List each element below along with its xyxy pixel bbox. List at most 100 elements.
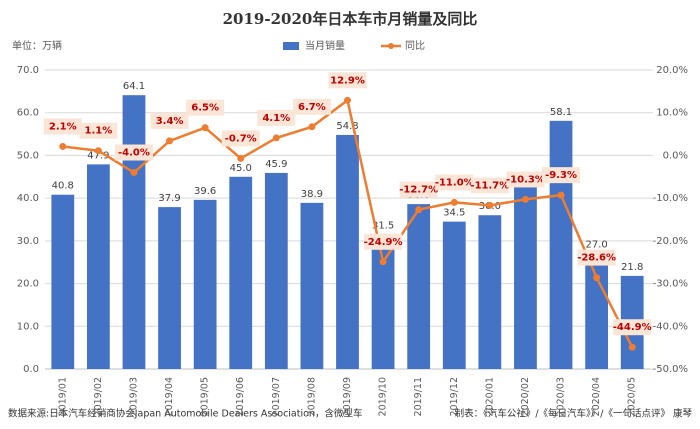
x-tick-label: 2019/01 (57, 377, 68, 416)
line-value-label: -10.3% (506, 174, 545, 185)
line-value-label: -11.0% (435, 177, 474, 188)
line-point (166, 137, 174, 145)
bar (51, 194, 75, 369)
y-tick-label: 0.0 (23, 364, 39, 375)
line-label-box (577, 249, 616, 266)
line-value-label: 6.5% (191, 103, 219, 114)
line-point (94, 147, 102, 155)
y-tick-label: 10.0 (17, 321, 39, 332)
bar (300, 202, 324, 369)
x-tick-label: 2019/08 (306, 377, 317, 416)
line-point (237, 154, 245, 162)
y2-tick-label: 20.0% (656, 65, 688, 76)
line-point (201, 124, 209, 132)
line-label-box (328, 72, 367, 89)
x-tick-label: 2019/03 (128, 377, 139, 416)
line-label-box (506, 171, 545, 188)
x-tick-label: 2019/12 (449, 377, 460, 416)
line-label-box (150, 112, 189, 129)
bar (442, 221, 466, 369)
bar-value-label: 58.1 (550, 107, 572, 118)
line-label-box (43, 118, 82, 135)
credit-note: 制表：《汽车公社》/《每日汽车》》/《一句话点评》 康琴 (455, 408, 693, 420)
x-tick-label: 2020/02 (520, 377, 531, 416)
line-label-box (470, 177, 509, 194)
line-point (130, 169, 138, 177)
line-label-box (186, 99, 225, 116)
y-tick-label: 60.0 (17, 108, 39, 119)
bar-value-label: 34.5 (443, 208, 465, 219)
line-point (308, 123, 316, 131)
y-tick-label: 70.0 (17, 65, 39, 76)
bar (158, 207, 181, 369)
x-tick-label: 2019/07 (271, 377, 282, 416)
line-label-box (221, 130, 260, 147)
y-tick-label: 20.0 (17, 279, 39, 290)
chart-title: 2019-2020年日本车市月销量及同比 (223, 10, 478, 28)
x-tick-label: 2019/11 (413, 377, 424, 416)
x-tick-label: 2020/05 (627, 377, 638, 416)
bar-value-label: 45.0 (230, 163, 252, 174)
legend-label: 当月销量 (305, 39, 345, 52)
y2-tick-label: 0.0% (663, 150, 688, 161)
line-label-box (257, 109, 296, 126)
bar (585, 253, 609, 369)
bar-value-label: 27.0 (585, 240, 607, 251)
line-value-label: -28.6% (577, 253, 616, 264)
line-value-label: -4.0% (118, 148, 150, 159)
y2-tick-label: -20.0% (653, 236, 688, 247)
legend-label: 同比 (405, 40, 425, 52)
bar-value-label: 45.9 (265, 159, 287, 170)
bar (478, 215, 502, 369)
bar (549, 120, 573, 369)
y-tick-label: 40.0 (17, 193, 39, 204)
line-value-label: -12.7% (399, 185, 438, 196)
x-tick-label: 2020/03 (556, 377, 567, 416)
y-tick-label: 50.0 (17, 150, 39, 161)
bar-value-label: 37.9 (158, 193, 180, 204)
x-tick-label: 2019/10 (378, 377, 389, 416)
line-value-label: 12.9% (330, 75, 365, 86)
bar-value-label: 64.1 (123, 81, 145, 92)
bar (122, 95, 146, 370)
line-point (593, 274, 601, 282)
y-tick-label: 30.0 (17, 236, 39, 247)
line-value-label: 1.1% (85, 126, 113, 137)
bar (229, 176, 253, 369)
line-label-box (114, 144, 153, 161)
line-value-label: -44.9% (613, 322, 652, 333)
x-tick-label: 2019/09 (342, 377, 353, 416)
line-label-box (399, 181, 438, 198)
bar (86, 164, 110, 369)
y2-tick-label: -40.0% (653, 321, 688, 332)
y2-tick-label: -50.0% (653, 364, 688, 375)
x-tick-label: 2019/02 (93, 377, 104, 416)
bar (514, 185, 537, 369)
line-label-box (292, 98, 331, 115)
x-tick-label: 2019/06 (235, 377, 246, 416)
line-point (272, 134, 280, 142)
x-tick-label: 2019/04 (164, 377, 175, 416)
line-value-label: -11.7% (470, 180, 509, 191)
bar-value-label: 40.8 (52, 181, 74, 192)
bar-value-label: 54.8 (336, 121, 358, 132)
line-point (628, 343, 636, 351)
line-point (450, 198, 458, 206)
line-label-box (79, 122, 118, 139)
line-point (59, 142, 67, 150)
bar (336, 134, 359, 369)
x-tick-label: 2020/04 (591, 377, 602, 416)
line-point (415, 206, 423, 214)
line-label-box (613, 319, 652, 336)
source-note: 数据来源:日本汽车经销商协会Japan Automobile Dealers A… (8, 408, 362, 420)
x-tick-label: 2020/01 (484, 377, 495, 416)
bar (407, 204, 431, 369)
line-point (486, 201, 494, 209)
line-value-label: -24.9% (364, 237, 403, 248)
line-value-label: 2.1% (49, 121, 77, 132)
bar (193, 199, 217, 369)
line-label-box (435, 174, 474, 191)
bar (264, 172, 288, 369)
bar-value-label: 21.8 (621, 262, 643, 273)
